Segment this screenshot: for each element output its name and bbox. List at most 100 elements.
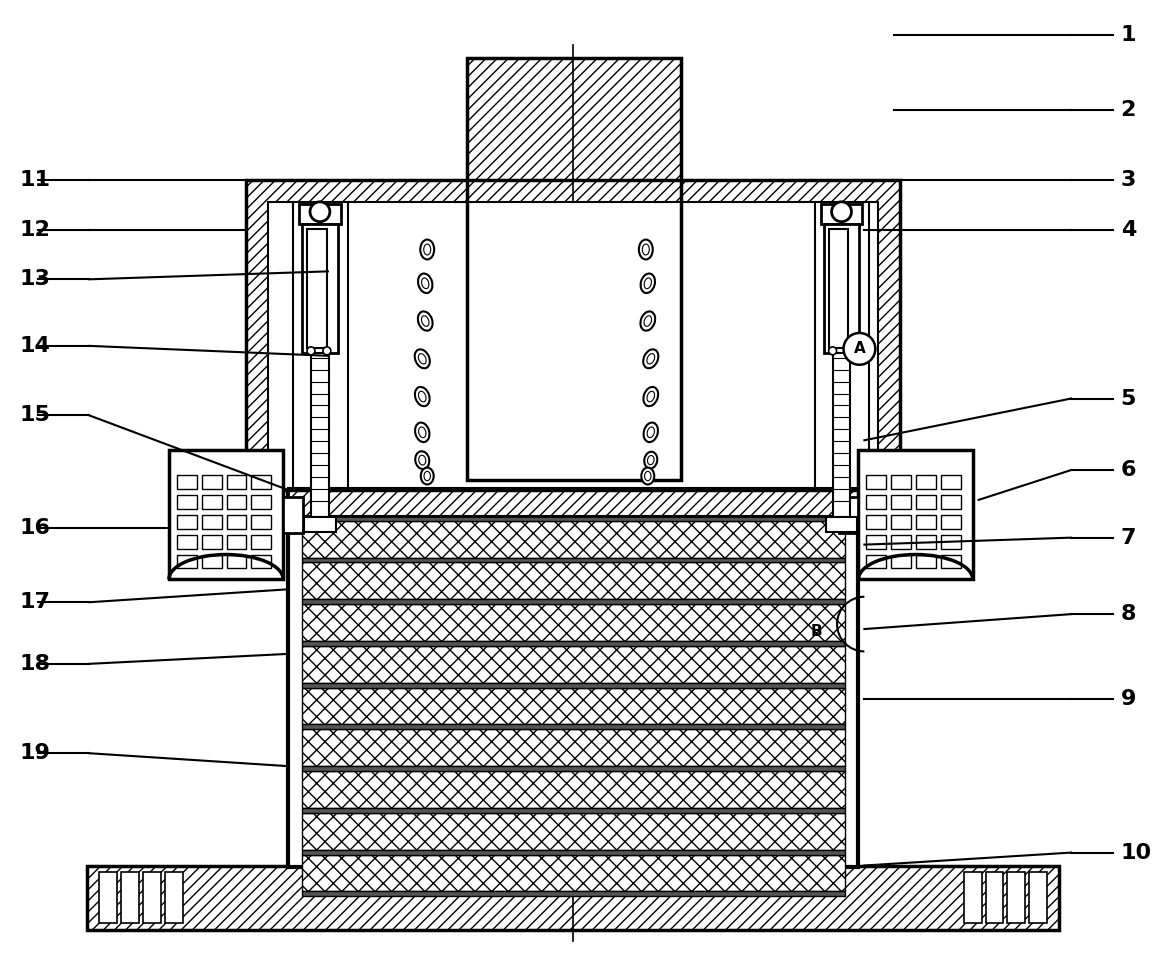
Bar <box>299 203 341 224</box>
Bar <box>202 515 222 528</box>
Text: 16: 16 <box>20 518 51 538</box>
Bar <box>858 450 973 472</box>
Bar <box>303 854 844 892</box>
Ellipse shape <box>415 349 430 368</box>
Text: 14: 14 <box>20 335 51 356</box>
Bar <box>916 535 936 549</box>
Text: 17: 17 <box>20 592 51 612</box>
Bar <box>941 535 961 549</box>
Ellipse shape <box>644 316 651 327</box>
Circle shape <box>323 347 330 355</box>
Bar <box>858 557 973 579</box>
Bar <box>866 535 886 549</box>
Ellipse shape <box>416 451 430 469</box>
Bar <box>304 517 336 532</box>
Bar <box>288 488 858 516</box>
Bar <box>226 495 246 509</box>
Ellipse shape <box>641 274 655 293</box>
Bar <box>303 224 337 353</box>
Bar <box>226 515 246 528</box>
Text: 4: 4 <box>1120 220 1137 240</box>
Text: 8: 8 <box>1120 604 1137 624</box>
Bar <box>1007 872 1026 924</box>
Bar <box>858 450 973 579</box>
Bar <box>252 495 271 509</box>
Bar <box>288 488 858 868</box>
Bar <box>916 515 936 528</box>
Bar <box>303 687 844 724</box>
Bar <box>467 58 680 480</box>
Ellipse shape <box>419 455 426 465</box>
Text: B: B <box>811 624 822 638</box>
Circle shape <box>843 333 875 364</box>
Bar <box>202 535 222 549</box>
Bar <box>121 872 139 924</box>
Bar <box>226 554 246 569</box>
Bar <box>202 495 222 509</box>
Text: 11: 11 <box>20 170 51 190</box>
Ellipse shape <box>647 427 655 438</box>
Ellipse shape <box>639 240 653 259</box>
Text: 12: 12 <box>20 220 51 240</box>
Ellipse shape <box>643 422 658 442</box>
Bar <box>169 557 283 579</box>
Bar <box>303 646 844 683</box>
Bar <box>680 180 900 490</box>
Text: 15: 15 <box>20 406 51 425</box>
Ellipse shape <box>420 240 434 259</box>
Bar <box>303 562 844 600</box>
Ellipse shape <box>422 316 429 327</box>
Bar <box>892 554 911 569</box>
Bar <box>288 488 858 516</box>
Bar <box>311 353 329 517</box>
Bar <box>177 495 196 509</box>
Bar <box>303 604 844 641</box>
Ellipse shape <box>647 391 655 402</box>
Bar <box>826 517 857 532</box>
Bar <box>303 766 844 771</box>
Bar <box>202 554 222 569</box>
Circle shape <box>844 347 852 355</box>
Bar <box>252 535 271 549</box>
Bar <box>985 872 1004 924</box>
Bar <box>252 475 271 489</box>
Ellipse shape <box>644 452 657 469</box>
Bar <box>963 872 982 924</box>
Bar <box>177 475 196 489</box>
Text: 6: 6 <box>1120 460 1137 480</box>
Bar <box>941 495 961 509</box>
Bar <box>892 495 911 509</box>
Ellipse shape <box>418 274 432 293</box>
Bar <box>916 554 936 569</box>
Bar <box>202 475 222 489</box>
Bar <box>303 600 844 604</box>
Bar <box>303 892 844 897</box>
Ellipse shape <box>641 468 654 485</box>
Bar <box>268 201 878 490</box>
Bar <box>177 554 196 569</box>
Ellipse shape <box>418 427 426 438</box>
Text: 18: 18 <box>20 654 51 674</box>
Bar <box>226 475 246 489</box>
Ellipse shape <box>643 349 658 368</box>
Bar <box>169 450 283 472</box>
Circle shape <box>307 347 315 355</box>
Circle shape <box>832 201 851 222</box>
Ellipse shape <box>422 278 429 288</box>
Bar <box>467 58 680 480</box>
Bar <box>303 557 844 562</box>
Bar <box>303 521 844 557</box>
Text: 2: 2 <box>1120 100 1137 120</box>
Bar <box>303 808 844 813</box>
Bar <box>283 496 303 533</box>
Bar <box>916 495 936 509</box>
Ellipse shape <box>644 471 651 481</box>
Ellipse shape <box>640 311 655 331</box>
Bar <box>866 475 886 489</box>
Bar <box>303 724 844 730</box>
Text: 10: 10 <box>1120 843 1152 863</box>
Bar <box>892 535 911 549</box>
Text: 9: 9 <box>1120 688 1137 709</box>
Bar <box>1029 872 1048 924</box>
Bar <box>307 228 327 348</box>
